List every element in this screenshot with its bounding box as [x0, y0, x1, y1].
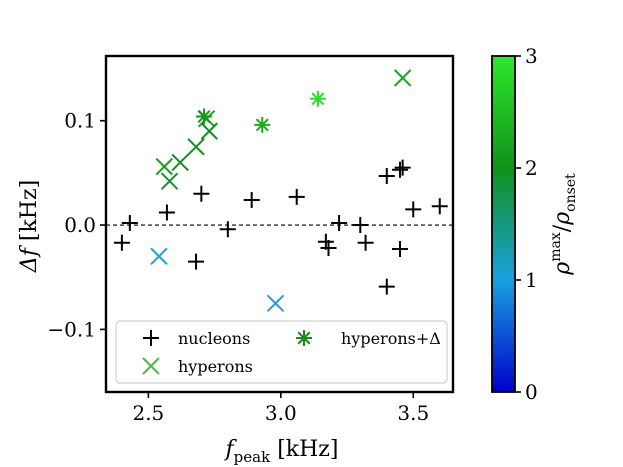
legend: nucleons hyperons hyperons+Δ: [115, 320, 448, 384]
y-tick-label: −0.1: [47, 317, 96, 341]
nucleon-point: [431, 198, 448, 215]
hyperon-delta-point: [309, 90, 326, 107]
hyperon-point: [155, 157, 173, 176]
nucleon-point: [352, 217, 369, 234]
data-points: [113, 69, 448, 313]
nucleon-point: [392, 161, 409, 178]
y-tick-label: 0.1: [64, 109, 96, 133]
hyperon-point: [200, 122, 219, 140]
legend-markers: [142, 330, 312, 375]
legend-label-hyperons: hyperons: [178, 357, 253, 376]
x-axis-label-unit: [kHz]: [277, 437, 338, 462]
nucleon-point: [288, 188, 305, 205]
hyperon-delta-point: [196, 108, 213, 125]
nucleon-point: [113, 234, 130, 251]
nucleon-point: [378, 278, 395, 295]
hyperon-point: [150, 247, 168, 266]
nucleon-point: [219, 221, 236, 238]
hyperon-point: [187, 138, 205, 156]
hyperon-delta-point: [254, 116, 271, 133]
nucleon-point: [158, 204, 175, 221]
nucleon-point: [405, 201, 422, 218]
nucleon-point: [331, 214, 348, 231]
colorbar-tick-label: 2: [525, 156, 538, 180]
hyperon-point: [171, 153, 189, 172]
hyperon-point: [160, 172, 179, 190]
x-tick-label: 3.0: [265, 401, 297, 425]
nucleon-point: [378, 168, 395, 184]
legend-box: [115, 320, 448, 384]
legend-marker-nucleons: [143, 330, 159, 346]
hyperon-point: [266, 294, 285, 313]
colorbar: [491, 55, 516, 393]
nucleon-point: [121, 214, 138, 231]
x-axis-label-sub: peak: [234, 448, 271, 466]
plot-frame: [104, 54, 455, 394]
legend-marker-hyperons: [142, 357, 160, 375]
x-tick-label: 2.5: [132, 401, 164, 425]
nucleon-point: [188, 253, 205, 270]
colorbar-label: ρmax/ρonset: [548, 173, 579, 276]
legend-label-nucleons: nucleons: [178, 329, 250, 348]
nucleon-point: [392, 241, 409, 258]
y-axis-label: Δf [kHz]: [17, 180, 42, 273]
nucleon-point: [320, 240, 337, 256]
axis-ticks: 2.5 3.0 3.5 −0.1 0.0 0.1: [47, 109, 429, 425]
colorbar-tick-label: 0: [525, 380, 538, 404]
nucleon-point: [243, 192, 260, 208]
nucleon-point: [394, 159, 411, 176]
hyperon-point: [393, 69, 412, 87]
legend-marker-hyperons-delta: [296, 330, 312, 346]
colorbar-tick-label: 3: [525, 44, 538, 68]
y-axis-label-unit: [kHz]: [17, 180, 42, 241]
colorbar-ticks: 0 1 2 3: [515, 44, 538, 404]
nucleon-point: [193, 185, 210, 202]
legend-label-hyperons-delta: hyperons+Δ: [341, 329, 441, 348]
x-tick-label: 3.5: [397, 401, 429, 425]
y-tick-label: 0.0: [64, 213, 96, 237]
x-axis-label: fpeak [kHz]: [224, 437, 339, 466]
nucleon-point: [357, 234, 374, 251]
colorbar-tick-label: 1: [525, 268, 538, 292]
y-axis-label-main: Δf: [17, 244, 42, 273]
